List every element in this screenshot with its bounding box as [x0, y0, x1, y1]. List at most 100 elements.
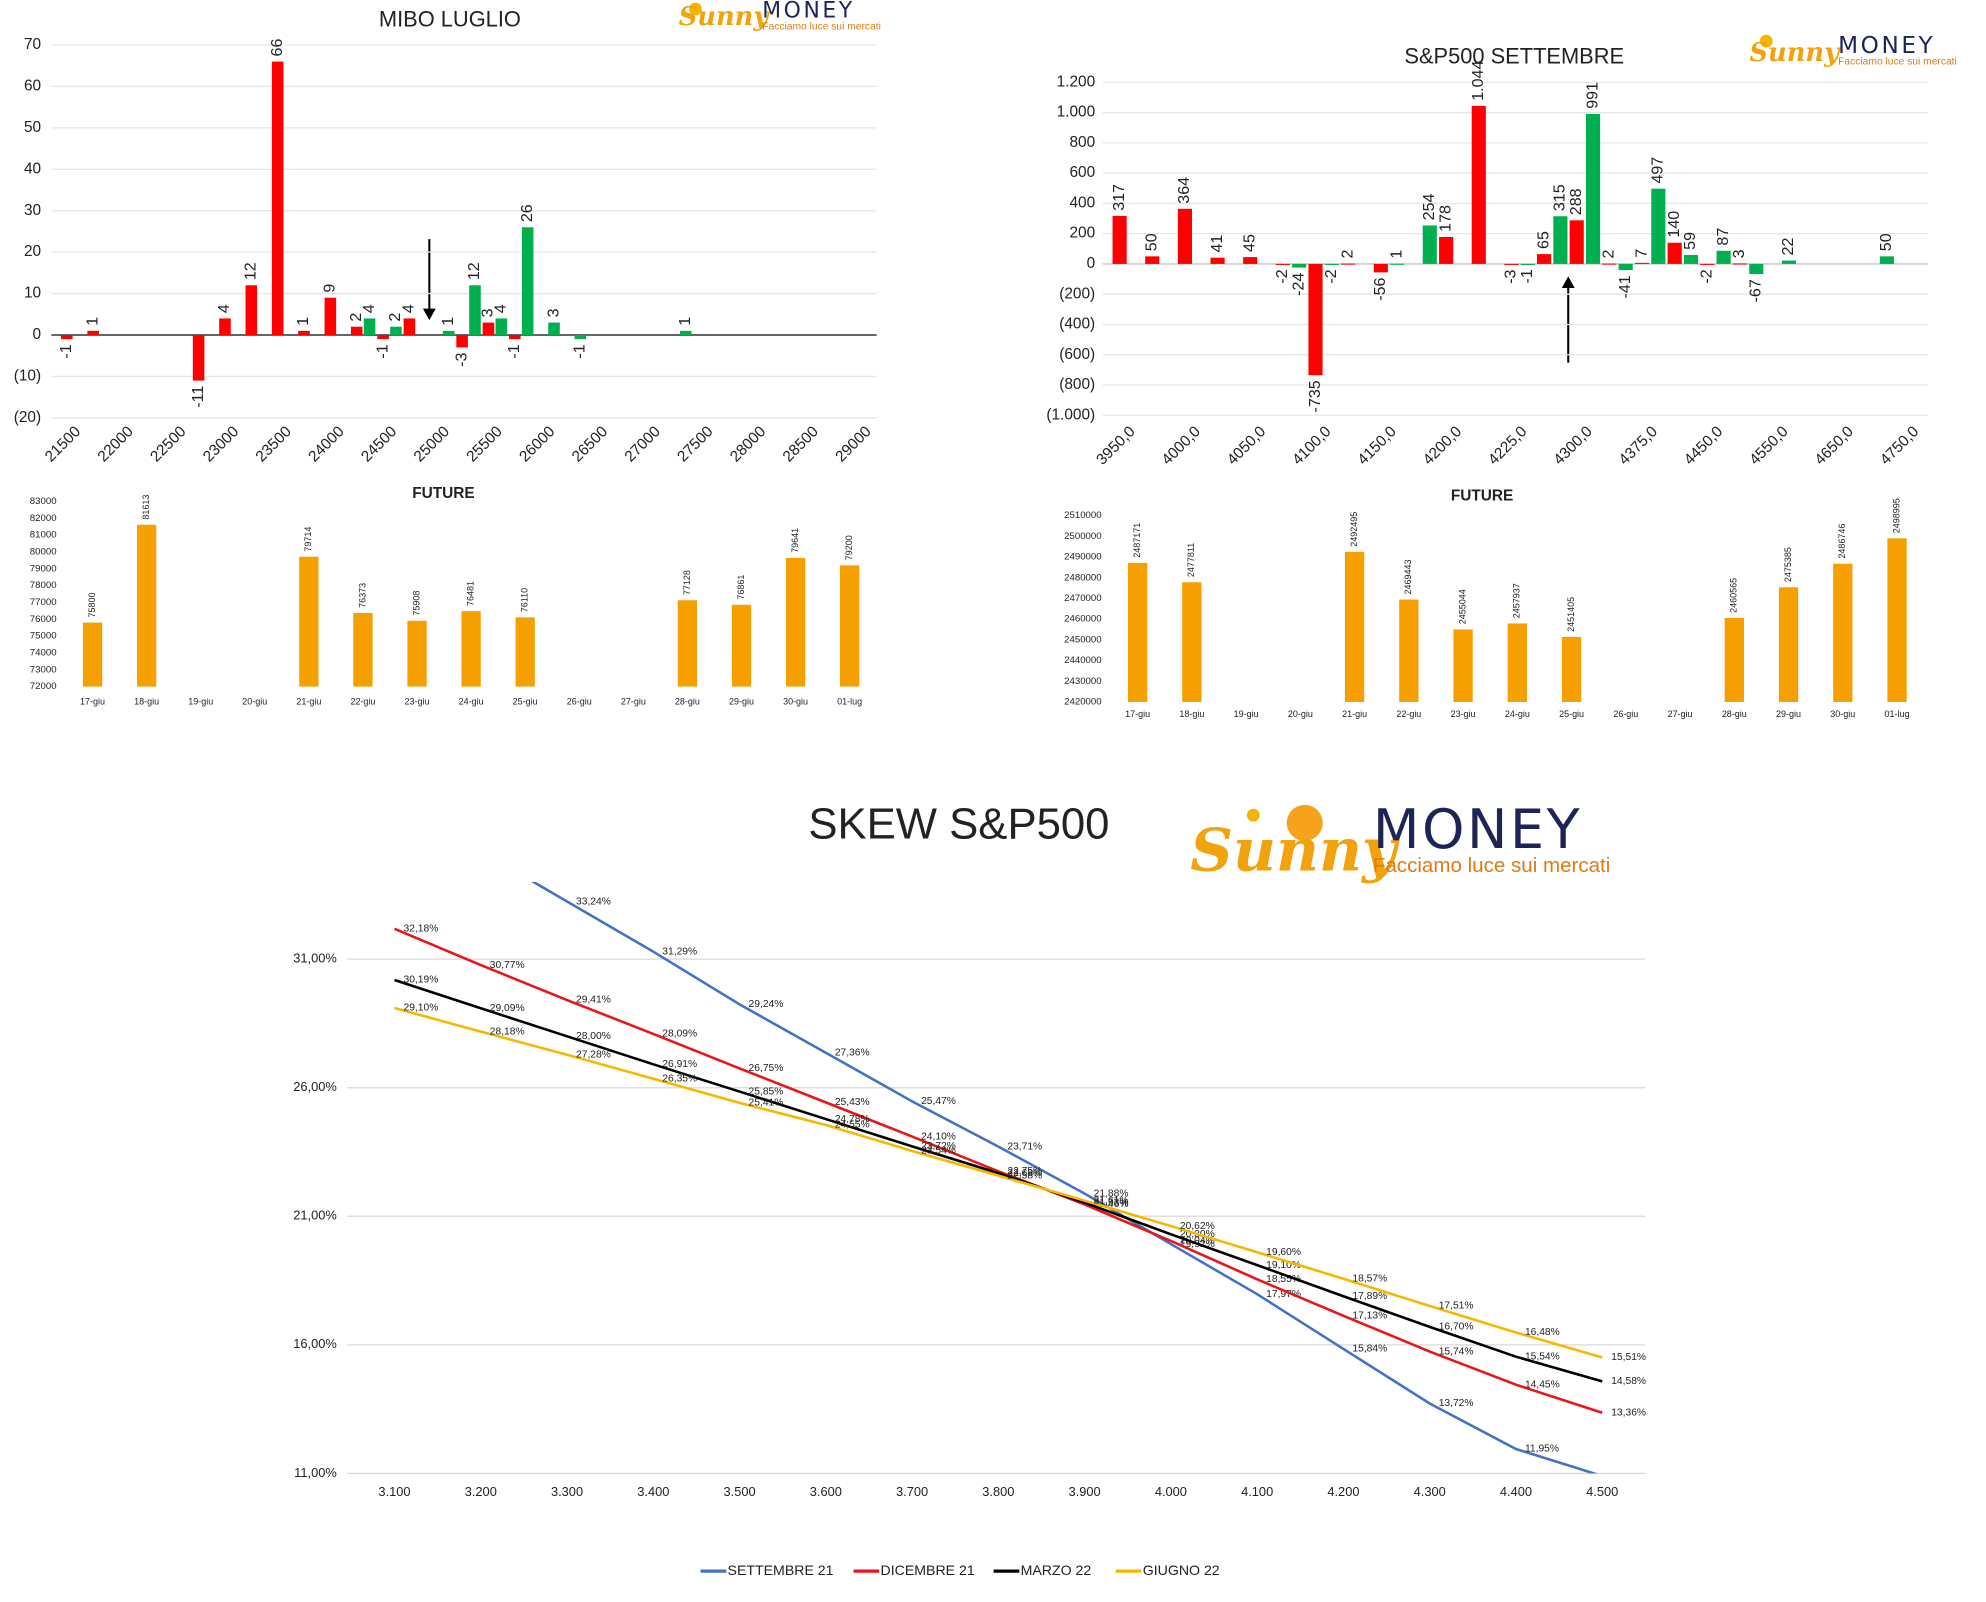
y-tick-label: 80000: [30, 546, 57, 557]
bar: [495, 318, 508, 336]
data-label: 16,70%: [1439, 1322, 1474, 1333]
data-label: 16,48%: [1525, 1327, 1560, 1338]
data-label: 26: [518, 204, 536, 222]
bar: [390, 326, 402, 336]
data-label: 24,55%: [835, 1120, 870, 1131]
x-tick-label: 3950,0: [1093, 423, 1138, 468]
y-tick-label: 60: [24, 78, 41, 95]
x-tick-label: 4550,0: [1746, 423, 1791, 468]
data-label: 25,85%: [749, 1086, 784, 1097]
data-label: 317: [1110, 184, 1128, 211]
y-tick-label: 2500000: [1064, 531, 1101, 542]
data-label: -2: [1322, 269, 1340, 283]
data-label: 140: [1665, 211, 1683, 238]
data-label: 20,04%: [1180, 1236, 1215, 1247]
x-tick-label: 26500: [569, 423, 611, 465]
data-label: 76373: [357, 583, 367, 608]
bar: [1716, 250, 1731, 264]
data-label: 991: [1583, 82, 1601, 109]
bar: [1536, 254, 1552, 264]
data-label: 2: [347, 313, 365, 322]
logo-brand: MONEY: [1373, 798, 1582, 861]
bar: [840, 565, 860, 687]
bar: [1887, 538, 1907, 702]
data-label: 21,46%: [1094, 1199, 1129, 1210]
series-line: [394, 1006, 1603, 1359]
legend-label: SETTEMBRE 21: [728, 1562, 834, 1578]
data-label: 50: [1143, 233, 1161, 251]
arrow-head: [1561, 276, 1575, 288]
x-tick-label: 4750,0: [1877, 423, 1922, 468]
bar: [219, 318, 231, 336]
x-tick-label: 20-giu: [242, 696, 267, 706]
bar: [353, 612, 373, 687]
x-tick-label: 25000: [411, 423, 453, 465]
bar: [1553, 216, 1568, 264]
logo: Sunny MONEY Facciamo luce sui mercati: [1749, 33, 1956, 68]
bar: [1399, 599, 1419, 702]
data-label: 2498995: [1891, 498, 1901, 533]
y-tick-label: 78000: [30, 580, 57, 591]
x-tick-label: 23-giu: [1451, 709, 1476, 719]
data-label: 66: [268, 39, 286, 57]
data-label: 50: [1877, 233, 1895, 251]
data-label: -2: [1273, 269, 1291, 283]
data-label: 26,91%: [662, 1059, 697, 1070]
y-tick-label: 83000: [30, 496, 57, 507]
bar: [298, 330, 310, 336]
y-tick-label: 50: [24, 119, 41, 136]
x-tick-label: 24500: [358, 423, 400, 465]
bar: [1422, 225, 1437, 264]
x-tick-label: 3.800: [982, 1484, 1014, 1499]
data-label: -56: [1371, 277, 1389, 300]
data-label: 28,00%: [576, 1031, 611, 1042]
logo-script: Sunny: [1749, 38, 1841, 68]
bar: [1732, 263, 1748, 265]
y-tick-label: 1.200: [1057, 73, 1096, 90]
x-tick-label: 17-giu: [1125, 709, 1150, 719]
x-tick-label: 3.500: [723, 1484, 755, 1499]
y-tick-label: 75000: [30, 631, 57, 642]
x-tick-label: 22500: [147, 423, 189, 465]
y-tick-label: 77000: [30, 597, 57, 608]
bar: [1177, 208, 1192, 264]
x-tick-label: 25-giu: [513, 696, 538, 706]
data-label: 81613: [141, 495, 151, 520]
bar: [1724, 617, 1744, 702]
x-tick-label: 19-giu: [1234, 709, 1259, 719]
bar: [574, 334, 587, 340]
logo-sun: [688, 2, 702, 16]
chart-title: S&P500 SETTEMBRE: [1404, 44, 1624, 69]
y-tick-label: 2480000: [1064, 572, 1101, 583]
data-label: 76481: [465, 581, 475, 606]
y-tick-label: 2470000: [1064, 593, 1101, 604]
bar: [1667, 242, 1682, 264]
data-label: 19,10%: [1266, 1260, 1301, 1271]
data-label: 24,78%: [835, 1114, 870, 1125]
logo-script: Sunny: [679, 2, 771, 32]
bar: [731, 604, 752, 687]
legend-label: GIUGNO 22: [1143, 1562, 1220, 1578]
data-label: 26,35%: [662, 1073, 697, 1084]
data-label: 27,28%: [576, 1050, 611, 1061]
chart-title: FUTURE: [412, 485, 474, 502]
y-tick-label: 200: [1069, 225, 1095, 242]
y-tick-label: 70: [24, 36, 41, 53]
y-tick-label: 21,00%: [293, 1208, 337, 1223]
data-label: 18,57%: [1352, 1273, 1387, 1284]
data-label: 2: [1600, 249, 1618, 258]
data-label: 29,10%: [404, 1003, 439, 1014]
x-tick-label: 4200,0: [1420, 423, 1465, 468]
data-label: 315: [1551, 184, 1569, 211]
data-label: 11,95%: [1525, 1444, 1559, 1455]
y-tick-label: (800): [1059, 376, 1095, 393]
logo-brand: MONEY: [762, 0, 854, 24]
arrow: [422, 239, 436, 321]
y-tick-label: 20: [24, 243, 41, 260]
y-tick-label: 82000: [30, 513, 57, 524]
data-label: 2486746: [1837, 524, 1847, 559]
y-tick-label: (600): [1059, 346, 1095, 363]
data-label: 31,29%: [662, 946, 697, 957]
arrow: [1561, 276, 1575, 363]
x-tick-label: 23000: [200, 423, 242, 465]
